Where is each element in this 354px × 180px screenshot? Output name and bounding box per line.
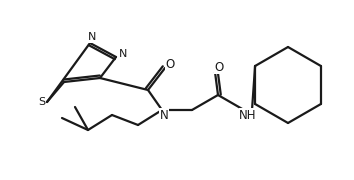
Text: O: O [165, 57, 175, 71]
Text: N: N [160, 109, 169, 122]
Text: O: O [215, 60, 224, 73]
Text: S: S [39, 97, 46, 107]
Text: NH: NH [239, 109, 257, 122]
Text: N: N [119, 49, 127, 59]
Text: N: N [88, 32, 96, 42]
